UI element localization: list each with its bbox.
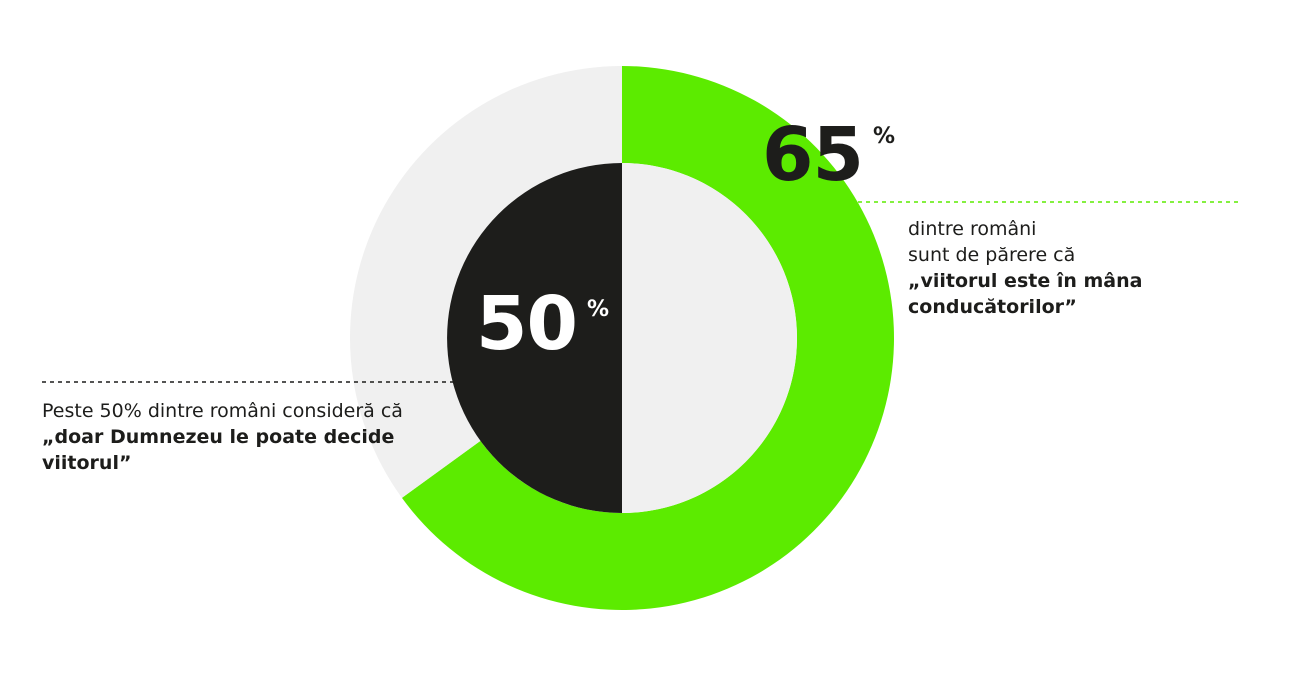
inner-annotation-quote: viitorul” — [42, 452, 132, 474]
outer-annotation-quote: „viitorul este în mâna — [908, 270, 1143, 292]
inner-annotation-line: Peste 50% dintre români consideră că — [42, 400, 403, 422]
inner-value-label: 50 — [476, 281, 577, 367]
outer-ring-rest-slice — [350, 66, 622, 498]
inner-unit-label: % — [587, 297, 609, 322]
inner-disc-value-slice — [447, 163, 622, 513]
outer-annotation-quote: conducătorilor” — [908, 296, 1077, 318]
outer-annotation-line: sunt de părere că — [908, 244, 1076, 266]
outer-annotation-line: dintre români — [908, 218, 1037, 240]
inner-disc — [447, 163, 797, 513]
outer-value-label: 65 — [762, 112, 863, 198]
inner-disc-rest-slice — [622, 163, 797, 513]
outer-unit-label: % — [873, 124, 895, 149]
inner-annotation: Peste 50% dintre români consideră că „do… — [42, 398, 442, 476]
inner-annotation-quote: „doar Dumnezeu le poate decide — [42, 426, 395, 448]
outer-annotation: dintre români sunt de părere că „viitoru… — [908, 216, 1208, 320]
outer-ring — [350, 66, 894, 611]
outer-ring-value-slice — [401, 66, 894, 611]
